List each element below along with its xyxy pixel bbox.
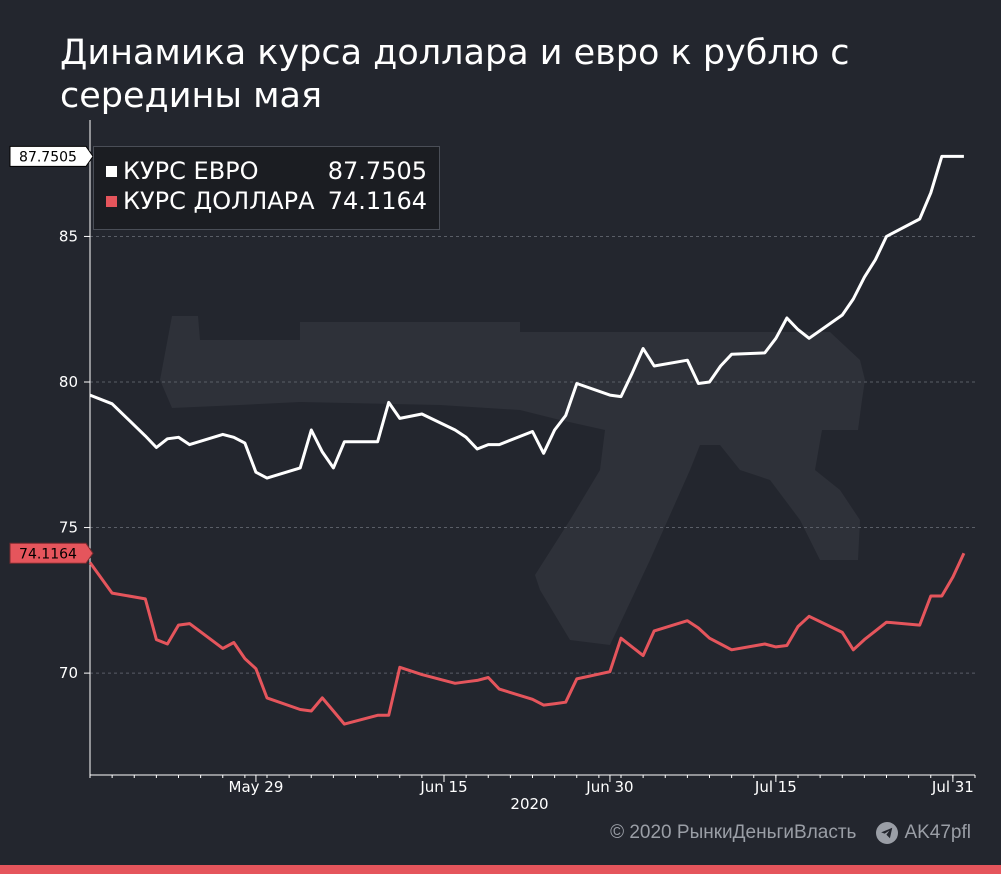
axes: 70 75 80 85 May 29 Jun 15 Jun 30 Jul 15 Jul 31 20… [59,120,976,813]
series-line-euro [89,154,964,480]
rifle-silhouette [160,316,865,645]
legend-marker-euro [106,165,117,177]
last-value-label-dollar-bg [9,542,94,564]
x-tick-label: Jul 31 [931,778,974,796]
last-value-label-euro-text: 87.7505 [19,149,77,165]
y-tick-label-85: 85 [59,227,78,245]
series-lines [88,154,966,726]
y-tick-label-75: 75 [59,519,78,537]
last-value-label-dollar: 74.1164 [9,542,94,564]
x-tick-label: Jun 15 [419,778,467,796]
y-tick-label-70: 70 [59,664,78,682]
last-value-label-euro: 87.7505 [9,145,94,167]
copyright-text: © 2020 РынкиДеньгиВласть [610,822,857,843]
y-tick-label-80: 80 [59,373,78,391]
value-labels: 87.7505 74.1164 [9,145,94,564]
series-line-dollar [88,552,966,726]
grid-lines [90,235,975,674]
channel-name[interactable]: AK47pfl [904,822,971,843]
x-tick-label: May 29 [229,778,284,796]
x-axis-label: 2020 [510,795,548,813]
legend-marker-dollar [106,195,117,207]
legend-item-dollar: КУРС ДОЛЛАРА 74.1164 [106,186,427,216]
x-tick-label: Jul 15 [754,778,797,796]
legend-label-dollar: КУРС ДОЛЛАРА [123,187,315,215]
x-tick-label: Jun 30 [585,778,633,796]
legend-item-euro: КУРС ЕВРО 87.7505 [106,156,427,186]
chart-title: Динамика курса доллара и евро к рублю с … [60,33,850,116]
legend-label-euro: КУРС ЕВРО [123,157,259,185]
rifle-watermark-icon [160,316,865,645]
legend: КУРС ЕВРО 87.7505 КУРС ДОЛЛАРА 74.1164 [93,146,440,230]
legend-value-dollar: 74.1164 [327,187,427,215]
legend-value-euro: 87.7505 [327,157,427,185]
last-value-label-dollar-text: 74.1164 [19,546,77,562]
bottom-accent-bar [0,865,1001,874]
footer: © 2020 РынкиДеньгиВласть AK47pfl [610,822,971,844]
last-value-label-euro-bg [9,145,94,167]
telegram-icon [876,822,899,844]
